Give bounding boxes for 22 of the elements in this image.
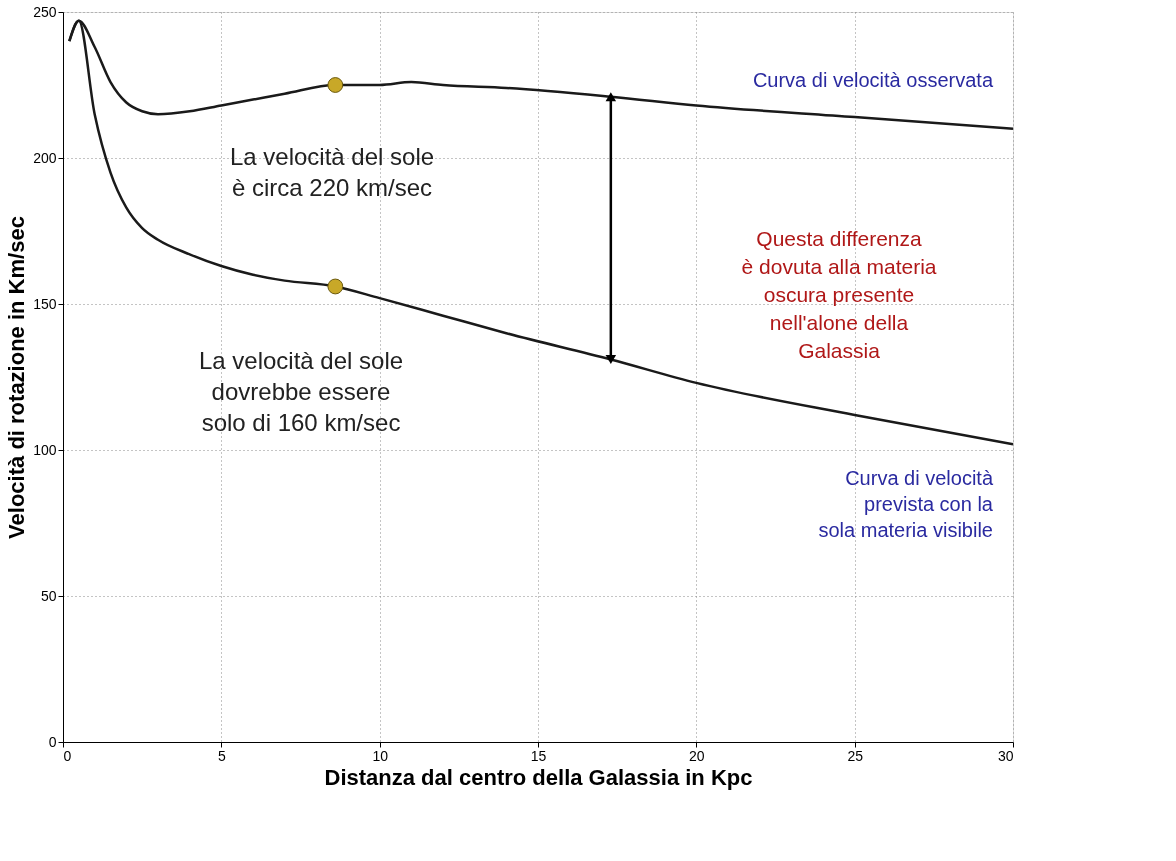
x-tick-label: 5	[217, 747, 226, 764]
x-tick-label: 20	[689, 747, 705, 764]
x-tick-label: 10	[372, 747, 389, 764]
x-tick-label: 25	[847, 747, 864, 764]
y-tick-label: 150	[33, 295, 57, 312]
x-tick-label: 0	[63, 747, 72, 764]
annotation: Questa differenza è dovuta alla materia oscura presente nell'alone della Galassia	[741, 227, 937, 362]
x-axis-title: Distanza dal centro della Galassia in Kpc	[324, 764, 753, 790]
y-tick-label: 200	[33, 149, 57, 166]
x-tick-label: 30	[997, 747, 1014, 764]
series-label: Curva di velocità osservata	[752, 68, 994, 91]
y-tick-label: 100	[33, 441, 57, 458]
point	[327, 278, 344, 295]
series-label: Curva di velocità prevista con la sola materia visibile	[818, 467, 994, 542]
annotation: La velocità del sole è circa 220 km/sec	[229, 143, 435, 201]
y-tick-label: 50	[40, 587, 57, 604]
y-axis-title: Velocità di rotazione in Km/sec	[4, 216, 30, 539]
point	[327, 77, 344, 93]
annotation: La velocità del sole dovrebbe essere solo di 160 km/sec	[198, 347, 404, 436]
x-tick-label: 15	[530, 747, 547, 764]
y-tick-label: 0	[48, 733, 57, 750]
y-tick-label: 250	[33, 3, 57, 20]
